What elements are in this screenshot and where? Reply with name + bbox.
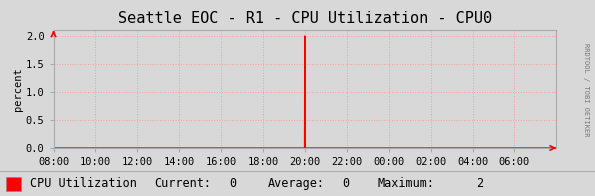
- Text: Maximum:: Maximum:: [378, 177, 435, 190]
- Title: Seattle EOC - R1 - CPU Utilization - CPU0: Seattle EOC - R1 - CPU Utilization - CPU…: [118, 11, 492, 26]
- Text: CPU Utilization: CPU Utilization: [30, 177, 137, 190]
- Text: RRDTOOL / TOBI OETIKER: RRDTOOL / TOBI OETIKER: [583, 43, 589, 137]
- Text: Current:: Current:: [155, 177, 212, 190]
- Text: Average:: Average:: [268, 177, 325, 190]
- Y-axis label: percent: percent: [13, 67, 23, 111]
- Text: 0: 0: [342, 177, 349, 190]
- Text: 0: 0: [229, 177, 236, 190]
- Text: 2: 2: [476, 177, 483, 190]
- Bar: [6, 177, 21, 191]
